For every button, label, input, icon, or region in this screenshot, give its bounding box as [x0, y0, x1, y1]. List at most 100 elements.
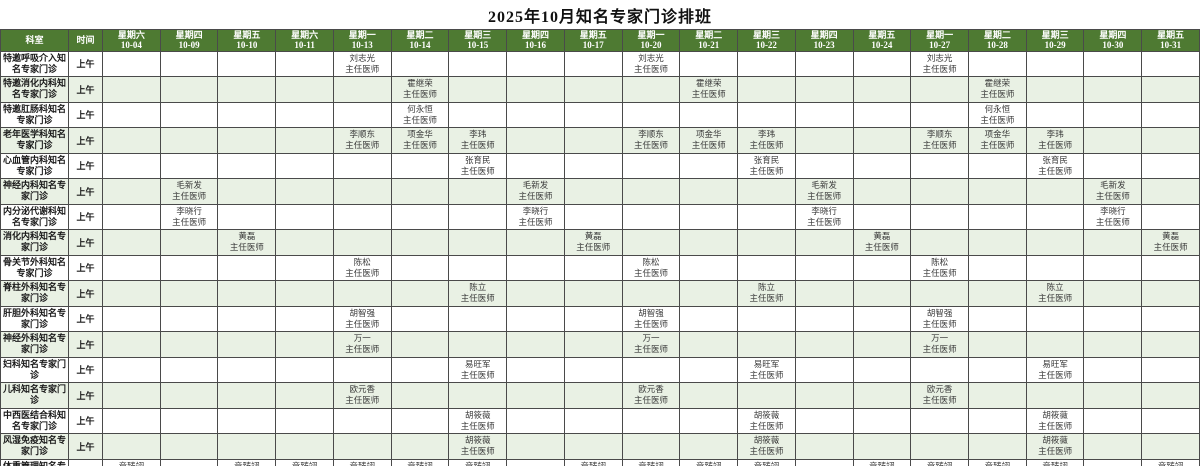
doctor-name: 胡筱薇 — [753, 435, 780, 446]
time-cell: 上午 — [68, 127, 103, 154]
schedule-cell — [794, 433, 854, 460]
schedule-cell — [1141, 127, 1200, 154]
schedule-cell — [852, 433, 912, 460]
doctor-name: 何永恒 — [984, 103, 1011, 114]
schedule-cell: 刘志光 主任医师 — [621, 50, 681, 78]
doctor-title: 主任医师 — [922, 267, 957, 278]
schedule-cell: 章臻翊主任医师 — [275, 458, 334, 466]
schedule-cell — [679, 101, 739, 129]
time-cell: 上午 — [68, 178, 103, 205]
schedule-cell — [794, 254, 854, 282]
date-label: 10-11 — [294, 40, 315, 51]
header-row: 科室 时间 星期六 10-04 星期四 10-09 星期五 10-10 星期六 10-11 星期… — [0, 29, 1200, 52]
schedule-cell — [737, 178, 796, 205]
schedule-row: 神经内科知名专家门诊 上午 毛新发 主任医师 毛新发 主任医师 毛新发 主任医师 毛新发 主任医师 — [0, 178, 1200, 205]
schedule-cell — [217, 305, 277, 333]
date-column-header: 星期三 10-22 — [737, 29, 796, 52]
department-cell: 老年医学科知名专家门诊 — [0, 127, 69, 154]
schedule-cell — [1025, 305, 1085, 333]
schedule-cell — [159, 101, 219, 129]
weekday-label: 星期三 — [1041, 30, 1069, 40]
department-cell: 特邀消化内科知名专家门诊 — [0, 76, 69, 103]
schedule-cell — [621, 356, 681, 384]
weekday-label: 星期五 — [579, 30, 607, 40]
schedule-row: 肝胆外科知名专家门诊 上午 胡智强 主任医师 胡智强 主任医师 胡智强 主任医师 — [0, 305, 1200, 333]
schedule-cell — [968, 407, 1027, 435]
schedule-cell — [852, 203, 912, 231]
doctor-title: 主任医师 — [518, 216, 553, 227]
department-cell: 内分泌代谢科知名专家门诊 — [0, 203, 69, 231]
schedule-cell — [275, 50, 334, 78]
schedule-cell — [275, 229, 334, 256]
time-cell: 上午 — [68, 229, 103, 256]
schedule-row: 风湿免疫知名专家门诊 上午 胡筱薇 主任医师 胡筱薇 主任医师 胡筱薇 主任医师 — [0, 433, 1200, 460]
schedule-cell — [506, 254, 565, 282]
date-label: 10-23 — [813, 40, 835, 51]
doctor-title: 主任医师 — [922, 395, 957, 406]
doctor-title: 主任医师 — [1095, 191, 1130, 202]
schedule-cell — [679, 152, 739, 180]
doctor-title: 主任医师 — [1153, 242, 1188, 253]
doctor-title: 主任医师 — [633, 344, 668, 355]
schedule-cell: 章臻翊免费号 — [102, 458, 161, 466]
schedule-cell — [1083, 331, 1143, 358]
schedule-row: 特邀肛肠科知名专家门诊 上午 何永恒 主任医师 何永恒 主任医师 — [0, 101, 1200, 129]
schedule-cell — [852, 101, 912, 129]
page-title: 2025年10月知名专家门诊排班 — [487, 8, 712, 26]
doctor-name: 章臻翊 — [984, 460, 1011, 466]
schedule-cell — [563, 254, 623, 282]
schedule-cell: 章臻翊主任医师 — [390, 458, 450, 466]
doctor-name: 黄磊 — [238, 231, 256, 242]
schedule-cell — [1025, 331, 1085, 358]
date-column-header: 星期四 10-30 — [1083, 29, 1143, 52]
schedule-cell: 章臻翊主任医师 — [621, 458, 681, 466]
schedule-cell: 章臻翊主任医师 — [1025, 458, 1085, 466]
doctor-title: 主任医师 — [749, 446, 784, 457]
schedule-cell — [852, 382, 912, 409]
schedule-cell — [448, 382, 508, 409]
doctor-title: 主任医师 — [1038, 293, 1073, 304]
schedule-cell — [737, 76, 796, 103]
schedule-cell — [968, 356, 1027, 384]
doctor-title: 主任医师 — [749, 293, 784, 304]
schedule-cell — [332, 76, 392, 103]
schedule-cell — [910, 407, 970, 435]
schedule-cell — [1025, 382, 1085, 409]
schedule-cell — [679, 433, 739, 460]
doctor-name: 刘志光 — [926, 52, 953, 63]
schedule-cell: 万一 主任医师 — [621, 331, 681, 358]
schedule-cell — [563, 433, 623, 460]
doctor-name: 欧元香 — [926, 384, 953, 395]
schedule-cell — [679, 382, 739, 409]
schedule-cell — [1083, 305, 1143, 333]
schedule-cell — [794, 229, 854, 256]
doctor-name: 黄磊 — [1162, 231, 1180, 242]
schedule-cell — [332, 356, 392, 384]
schedule-cell — [275, 254, 334, 282]
schedule-cell: 黄磊 主任医师 — [563, 229, 623, 256]
doctor-title: 主任医师 — [345, 318, 380, 329]
doctor-title: 主任医师 — [633, 318, 668, 329]
schedule-cell — [217, 178, 277, 205]
date-column-header: 星期六 10-04 — [102, 29, 161, 52]
date-column-header: 星期五 10-17 — [563, 29, 623, 52]
schedule-cell — [217, 382, 277, 409]
doctor-title: 主任医师 — [922, 318, 957, 329]
doctor-name: 章臻翊 — [407, 460, 433, 466]
schedule-cell — [332, 203, 392, 231]
doctor-name: 章臻翊 — [926, 460, 953, 466]
schedule-cell — [968, 50, 1027, 78]
schedule-cell: 张育民 主任医师 — [448, 152, 508, 180]
weekday-label: 星期一 — [637, 30, 665, 40]
schedule-cell — [390, 50, 450, 78]
doctor-title: 主任医师 — [980, 140, 1015, 151]
doctor-title: 主任医师 — [1038, 140, 1073, 151]
schedule-cell: 李晓行 主任医师 — [506, 203, 565, 231]
doctor-name: 李玮 — [469, 129, 487, 140]
department-cell: 体重管理知名专家门诊 — [0, 458, 69, 466]
schedule-cell — [1083, 101, 1143, 129]
schedule-cell: 陈松 主任医师 — [332, 254, 392, 282]
time-cell: 上午 — [68, 433, 103, 460]
schedule-cell — [621, 152, 681, 180]
schedule-cell — [563, 407, 623, 435]
